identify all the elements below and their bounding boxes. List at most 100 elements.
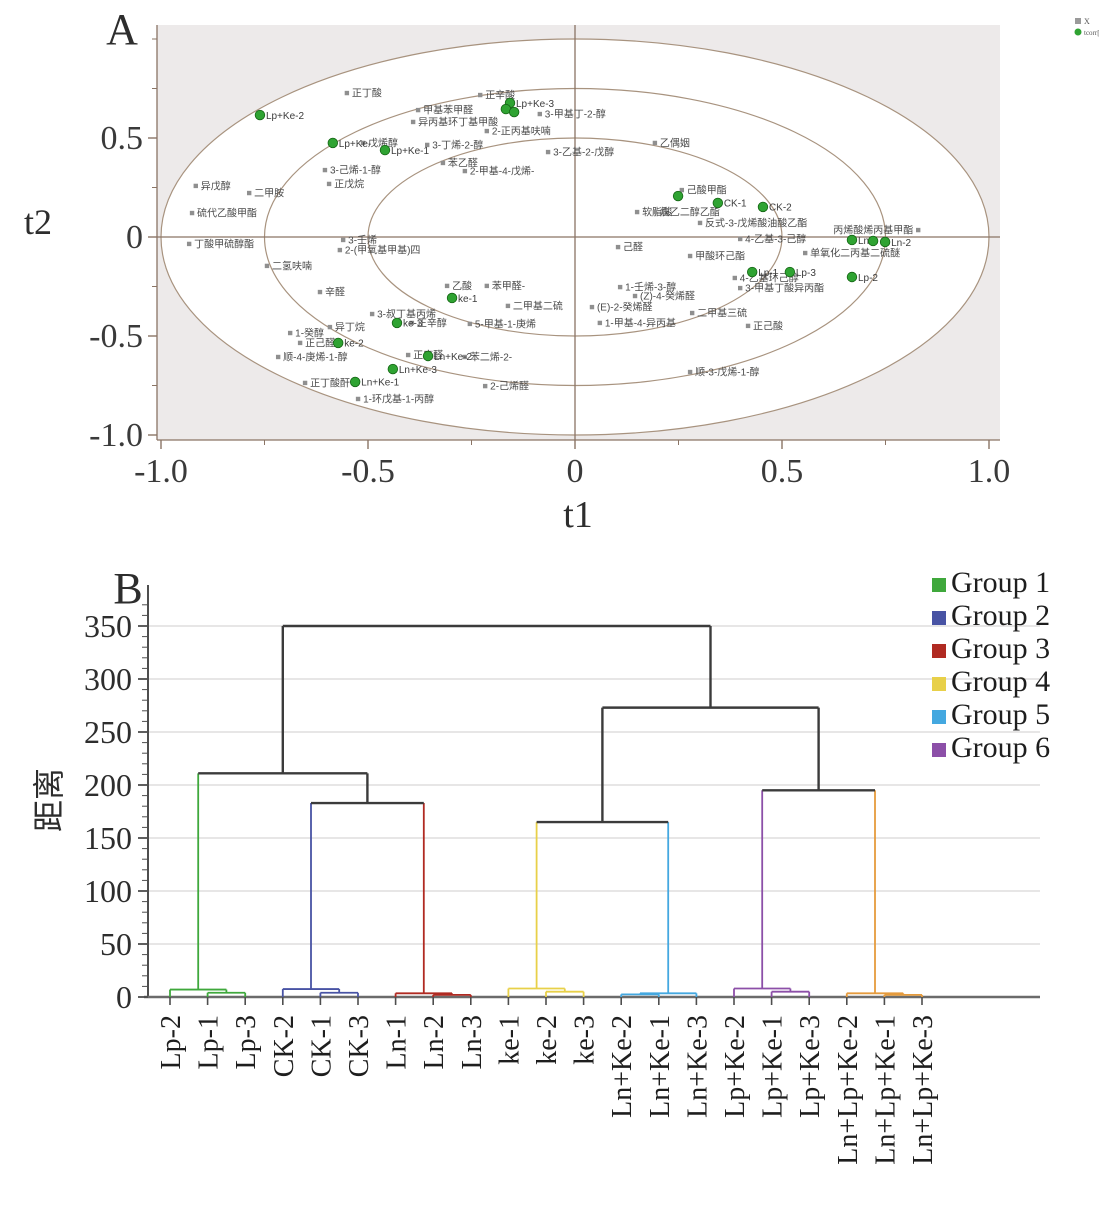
variable-point — [687, 253, 693, 259]
score-label: ke-1 — [458, 294, 478, 305]
variable-point — [193, 183, 198, 189]
variable-point — [589, 304, 595, 310]
score-label: CK-1 — [724, 199, 747, 210]
y-tick-label: 0 — [126, 219, 143, 256]
b-legend-swatch — [932, 710, 946, 724]
x-tick-label: -1.0 — [134, 453, 188, 490]
variable-point — [344, 90, 350, 96]
score-label: Lp-2 — [858, 273, 878, 284]
leaf-label: CK-1 — [306, 1015, 337, 1077]
variable-point — [317, 289, 323, 295]
variable-point — [482, 383, 488, 389]
variable-label: 3-甲基丁-2-醇 — [545, 108, 606, 121]
variable-label: 二甲基二硫 — [513, 300, 563, 313]
x-axis-title: t1 — [563, 494, 593, 536]
variable-point — [737, 285, 743, 291]
score-label: ke-3 — [403, 319, 423, 330]
leaf-label: Ln-2 — [419, 1015, 450, 1069]
leaf-label: Ln+Lp+Ke-1 — [870, 1015, 901, 1165]
y-axis-title: t2 — [24, 202, 52, 242]
variable-label: 苯乙醛 — [448, 157, 478, 170]
legend-tcorr-swatch — [1074, 28, 1082, 36]
variable-label: (Z)-4-癸烯醛 — [640, 290, 695, 303]
variable-label: 正己酸 — [753, 320, 783, 333]
variable-point — [405, 352, 411, 358]
variable-point — [697, 220, 703, 226]
variable-point — [737, 236, 743, 242]
variable-point — [484, 128, 490, 134]
panel-a-label: A — [106, 5, 138, 54]
variable-label: 丙烯酸烯丙基甲酯 — [833, 224, 913, 237]
b-y-tick-label: 350 — [84, 608, 132, 644]
score-label: CK-2 — [769, 203, 792, 214]
variable-label: 己醛 — [623, 241, 643, 254]
score-label: Ln-2 — [891, 238, 911, 249]
variable-label: 异丙基环丁基甲酸 — [418, 116, 498, 129]
leaf-label: ke-2 — [532, 1015, 563, 1065]
legend-x-label: X — [1084, 17, 1090, 26]
variable-label: 1-甲基-4-异丙基 — [605, 317, 676, 330]
variable-point — [505, 303, 511, 309]
leaf-label: Lp+Ke-2 — [720, 1015, 751, 1118]
leaf-label: Lp-3 — [231, 1015, 262, 1069]
variable-label: 戊烯醇 — [368, 137, 398, 150]
legend-x-swatch — [1075, 18, 1081, 24]
b-legend-swatch — [932, 611, 946, 625]
variable-point — [444, 283, 450, 289]
variable-point — [462, 168, 468, 174]
leaf-label: Ln+Lp+Ke-2 — [833, 1015, 864, 1165]
variable-label: 丁酸甲硫醇酯 — [194, 238, 254, 251]
score-point — [254, 109, 266, 121]
x-tick-label: 0.5 — [761, 453, 804, 490]
variable-label: 单氧化二丙基二硫醚 — [810, 247, 900, 260]
b-y-tick-label: 50 — [100, 926, 132, 962]
b-y-axis-title: 距离 — [31, 768, 67, 832]
variable-point — [477, 92, 483, 98]
dendrogram-panel: 0 50 100 150 200 250 300 350 距离 B Lp-2 Lp-1 Lp-3 CK-2… — [31, 564, 1050, 1165]
b-legend-swatch — [932, 578, 946, 592]
y-tick-label: -1.0 — [89, 417, 143, 454]
score-label: Lp+Ke-3 — [516, 99, 555, 110]
variable-label: 异戊醇 — [201, 180, 231, 193]
variable-point — [425, 142, 430, 148]
leaf-label: Ln+Ke-1 — [645, 1015, 676, 1118]
variable-point — [545, 149, 551, 155]
y-tick-label: 0.5 — [101, 120, 144, 157]
leaf-label: Ln-1 — [382, 1015, 413, 1069]
variable-point — [687, 369, 693, 375]
variable-point — [689, 310, 695, 316]
variable-point — [302, 380, 308, 386]
b-y-tick-label: 250 — [84, 714, 132, 750]
variable-point — [652, 140, 658, 146]
leaf-label: Lp-2 — [156, 1015, 187, 1069]
score-point — [446, 292, 458, 304]
variable-label: 苯二烯-2- — [470, 351, 512, 364]
variable-label: 1-壬烯-3-醇 — [625, 281, 676, 294]
variable-point — [916, 227, 921, 233]
legend-tcorr-label: tcorr[2] — [1084, 29, 1099, 37]
variable-label: 2-正丙基呋喃 — [492, 125, 551, 138]
leaf-label: Lp+Ke-3 — [795, 1015, 826, 1118]
variable-label: 2-己烯醛 — [490, 380, 529, 393]
variable-label: 1-癸醇 — [295, 327, 324, 340]
variable-point — [340, 237, 346, 243]
variable-point — [409, 320, 415, 326]
variable-point — [634, 209, 640, 215]
variable-label: 二氢呋喃 — [272, 260, 312, 273]
score-label: Ln+Ke-3 — [399, 365, 438, 376]
variable-label: 反式-3-戊烯酸油酸乙酯 — [705, 217, 807, 230]
b-y-tick-label: 200 — [84, 767, 132, 803]
variable-point — [360, 140, 366, 146]
panel-b-label: B — [113, 564, 142, 613]
variable-point — [189, 210, 195, 216]
variable-point — [597, 320, 603, 326]
score-point — [672, 190, 684, 202]
b-y-tick-label: 150 — [84, 820, 132, 856]
variable-point — [615, 244, 621, 250]
variable-point — [326, 181, 332, 187]
score-label: Lp+Ke-1 — [391, 146, 430, 157]
score-point — [746, 266, 758, 278]
score-point — [879, 236, 891, 248]
